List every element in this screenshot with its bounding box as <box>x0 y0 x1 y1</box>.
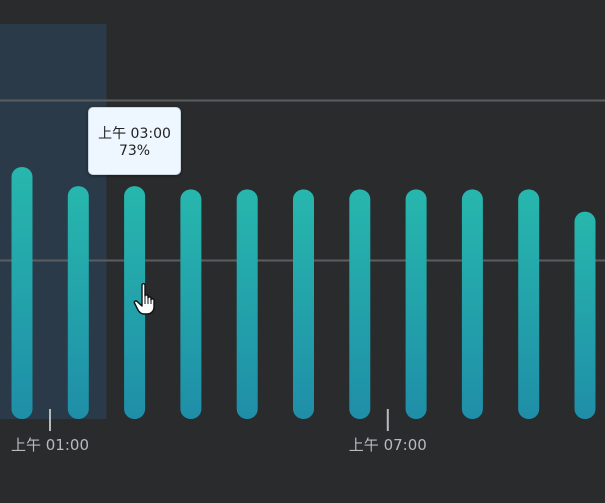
bar-上午 10:00[interactable] <box>518 189 540 419</box>
bar-上午 08:00[interactable] <box>405 189 427 419</box>
bar-上午 09:00[interactable] <box>461 189 483 419</box>
bars[interactable] <box>11 166 596 419</box>
x-tick-label: 上午 07:00 <box>349 436 427 454</box>
tooltip-value: 73% <box>118 143 151 159</box>
tooltip-time: 上午 03:00 <box>98 126 171 142</box>
hand-pointer-icon <box>133 283 155 315</box>
bar-上午 05:00[interactable] <box>236 189 258 419</box>
bar-上午 02:00[interactable] <box>67 186 89 419</box>
bar-上午 01:00[interactable] <box>11 166 33 419</box>
bar-上午 07:00[interactable] <box>349 189 371 419</box>
hover-tooltip: 上午 03:00 73% <box>88 107 181 175</box>
x-axis: 上午 01:00 上午 07:00 <box>11 409 427 454</box>
bar-上午 04:00[interactable] <box>180 189 202 419</box>
x-tick-label: 上午 01:00 <box>11 436 89 454</box>
bar-上午 06:00[interactable] <box>293 189 314 419</box>
bar-上午 11:00[interactable] <box>574 211 596 419</box>
